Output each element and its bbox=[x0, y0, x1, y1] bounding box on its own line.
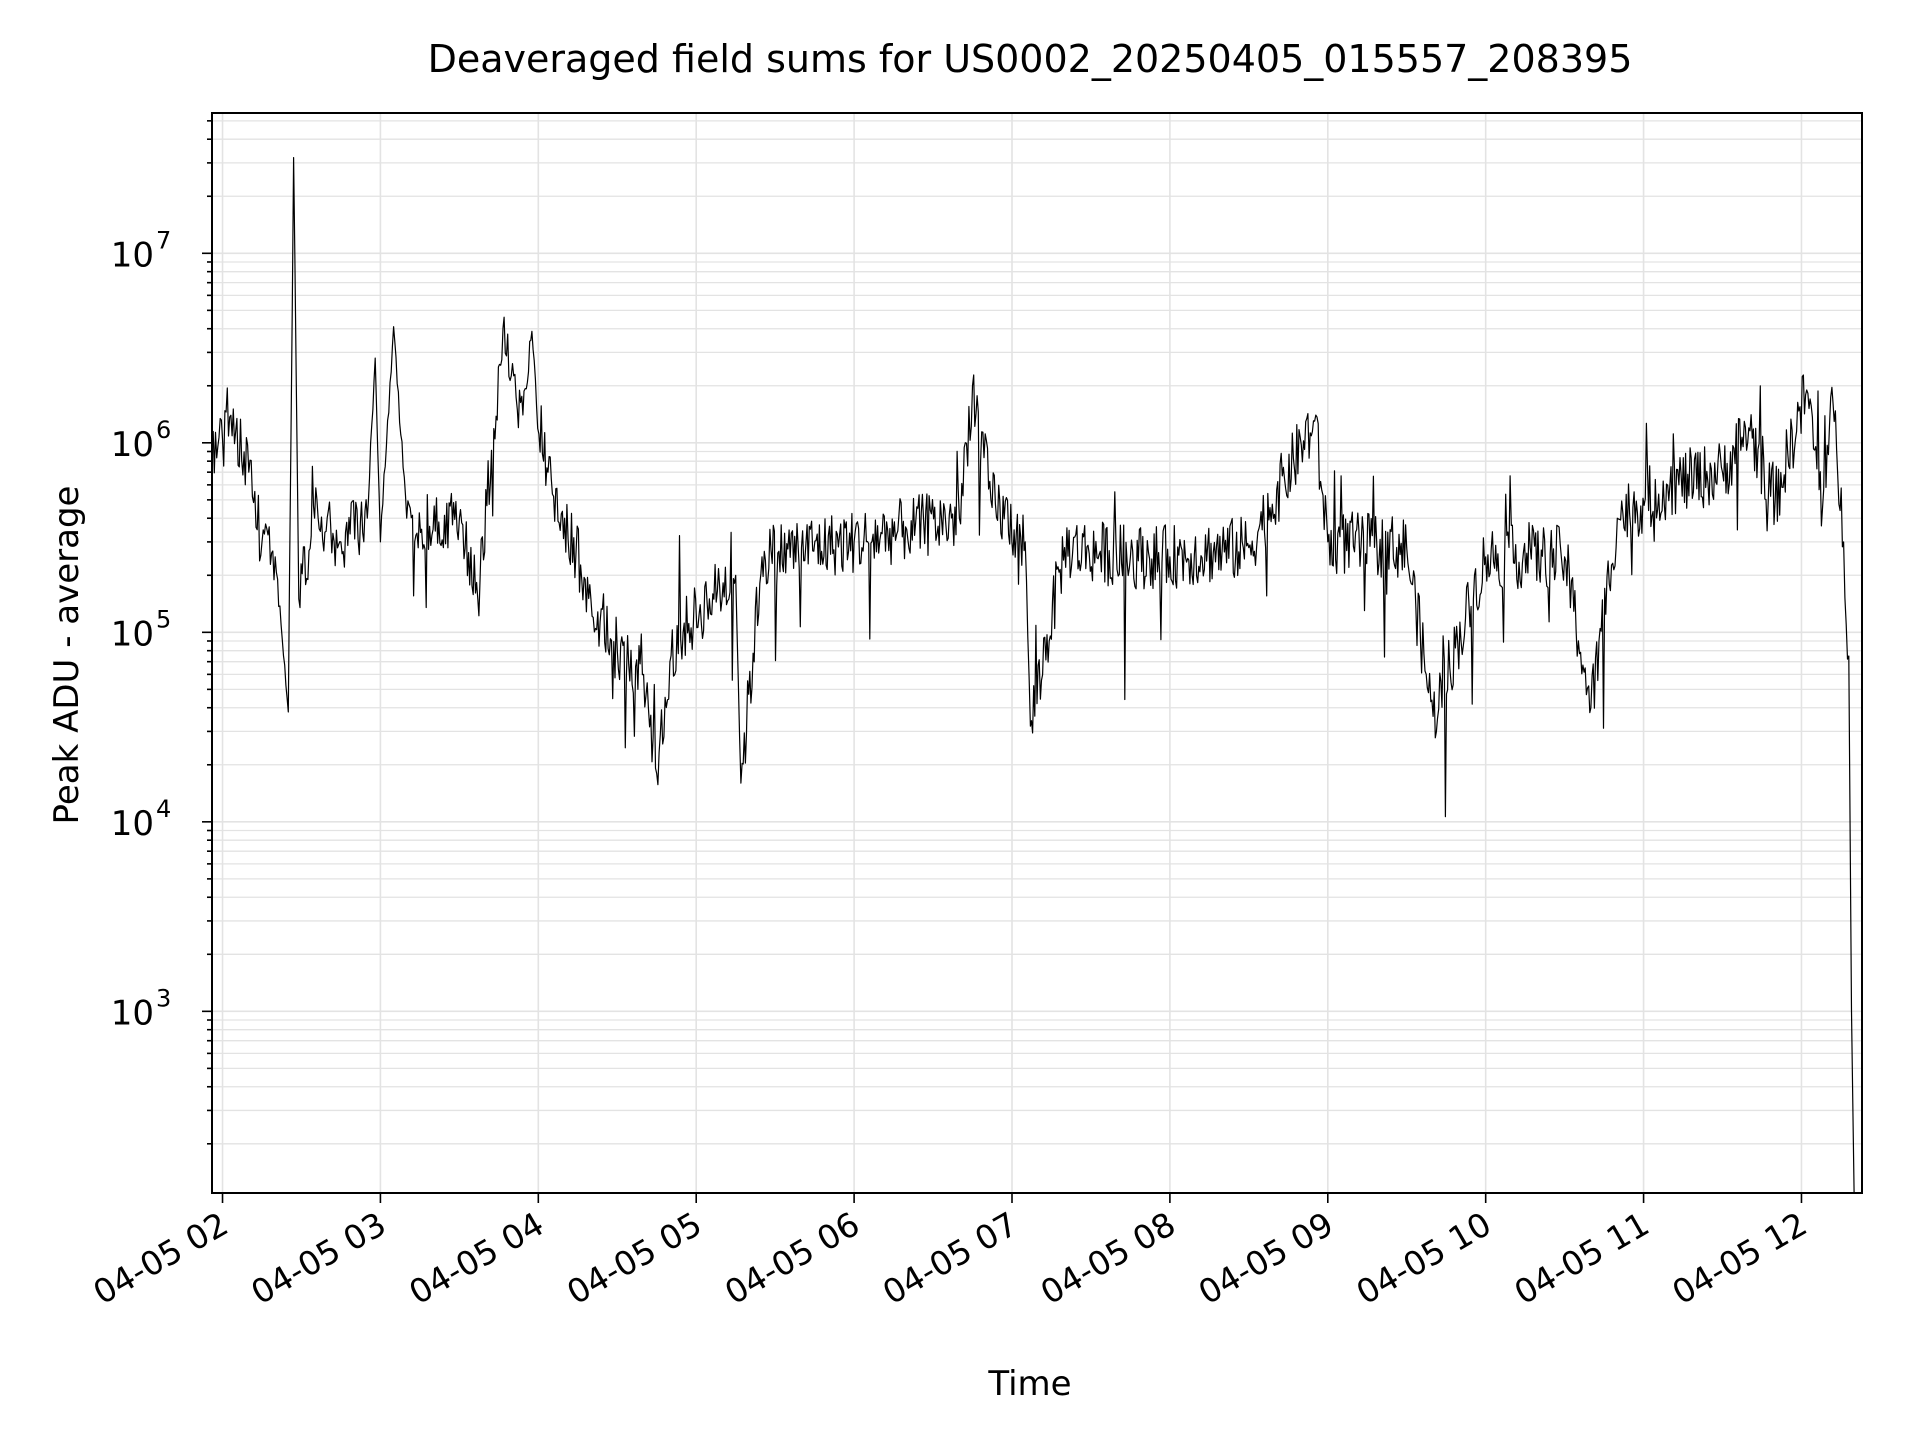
y-tick-exponent: 6 bbox=[156, 416, 171, 444]
y-tick-label: 10 bbox=[111, 425, 154, 465]
y-tick-label: 10 bbox=[111, 235, 154, 275]
grid bbox=[212, 113, 1862, 1193]
y-tick-label: 10 bbox=[111, 614, 154, 654]
y-tick-exponent: 3 bbox=[156, 984, 171, 1012]
chart-title: Deaveraged field sums for US0002_2025040… bbox=[428, 37, 1633, 81]
series-line-0 bbox=[212, 157, 1855, 1193]
y-tick-exponent: 4 bbox=[156, 795, 171, 823]
y-axis-label: Peak ADU - average bbox=[47, 486, 87, 825]
y-tick-label: 10 bbox=[111, 804, 154, 844]
series-layer bbox=[212, 157, 1855, 1193]
x-axis-label: Time bbox=[987, 1364, 1071, 1404]
y-tick-exponent: 5 bbox=[156, 605, 171, 633]
plot-frame bbox=[211, 112, 1863, 1194]
y-tick-label: 10 bbox=[111, 993, 154, 1033]
y-tick-exponent: 7 bbox=[156, 226, 171, 254]
